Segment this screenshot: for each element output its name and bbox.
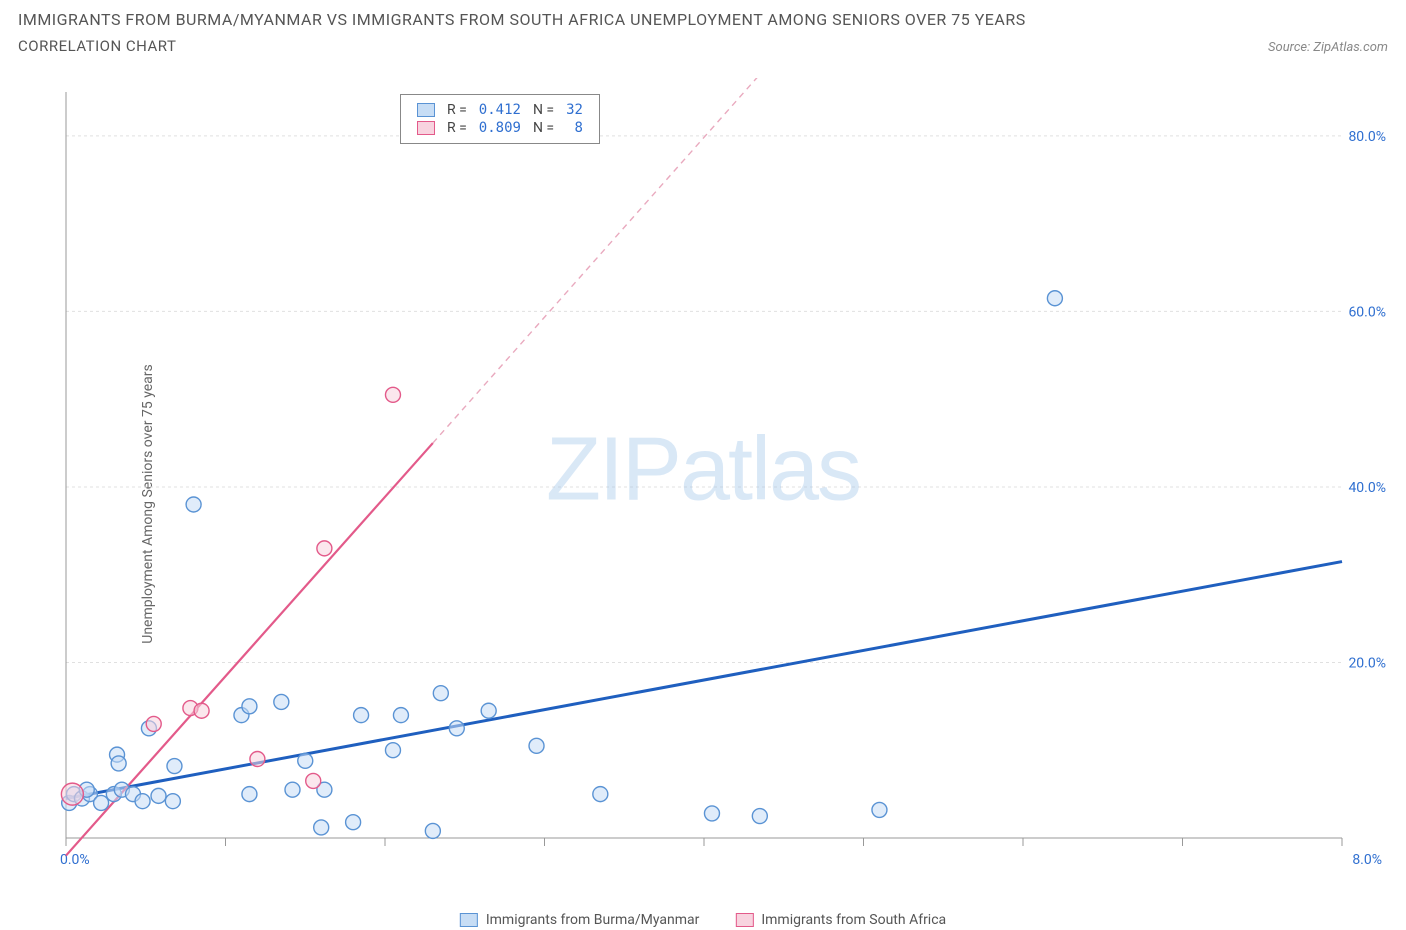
r-label: R = <box>441 101 473 119</box>
scatter-chart: 20.0% 40.0% 60.0% 80.0% 0.0% 8.0% <box>52 78 1392 898</box>
svg-text:60.0%: 60.0% <box>1348 304 1386 320</box>
stats-legend-row: R =0.412N =32 <box>411 101 589 119</box>
stats-legend: R =0.412N =32R =0.809N =8 <box>400 94 600 144</box>
series-legend-label: Immigrants from Burma/Myanmar <box>486 912 700 928</box>
svg-text:80.0%: 80.0% <box>1348 129 1386 145</box>
svg-text:0.0%: 0.0% <box>60 852 90 868</box>
legend-swatch <box>417 121 435 135</box>
legend-swatch <box>735 913 753 927</box>
r-value: 0.809 <box>473 119 527 137</box>
r-label: R = <box>441 119 473 137</box>
n-value: 32 <box>560 101 589 119</box>
chart-title: IMMIGRANTS FROM BURMA/MYANMAR VS IMMIGRA… <box>18 10 1388 29</box>
svg-text:20.0%: 20.0% <box>1348 655 1386 671</box>
series-legend: Immigrants from Burma/Myanmar Immigrants … <box>460 912 946 928</box>
stats-legend-row: R =0.809N =8 <box>411 119 589 137</box>
n-label: N = <box>527 119 560 137</box>
legend-swatch <box>417 103 435 117</box>
legend-swatch <box>460 913 478 927</box>
n-value: 8 <box>560 119 589 137</box>
chart-subtitle: CORRELATION CHART <box>18 37 176 55</box>
series-legend-item: Immigrants from South Africa <box>735 912 946 928</box>
svg-text:40.0%: 40.0% <box>1348 480 1386 496</box>
series-legend-item: Immigrants from Burma/Myanmar <box>460 912 700 928</box>
svg-text:8.0%: 8.0% <box>1352 852 1382 868</box>
series-legend-label: Immigrants from South Africa <box>761 912 946 928</box>
n-label: N = <box>527 101 560 119</box>
chart-container: Unemployment Among Seniors over 75 years… <box>0 78 1406 930</box>
r-value: 0.412 <box>473 101 527 119</box>
source-attribution: Source: ZipAtlas.com <box>1268 40 1388 55</box>
